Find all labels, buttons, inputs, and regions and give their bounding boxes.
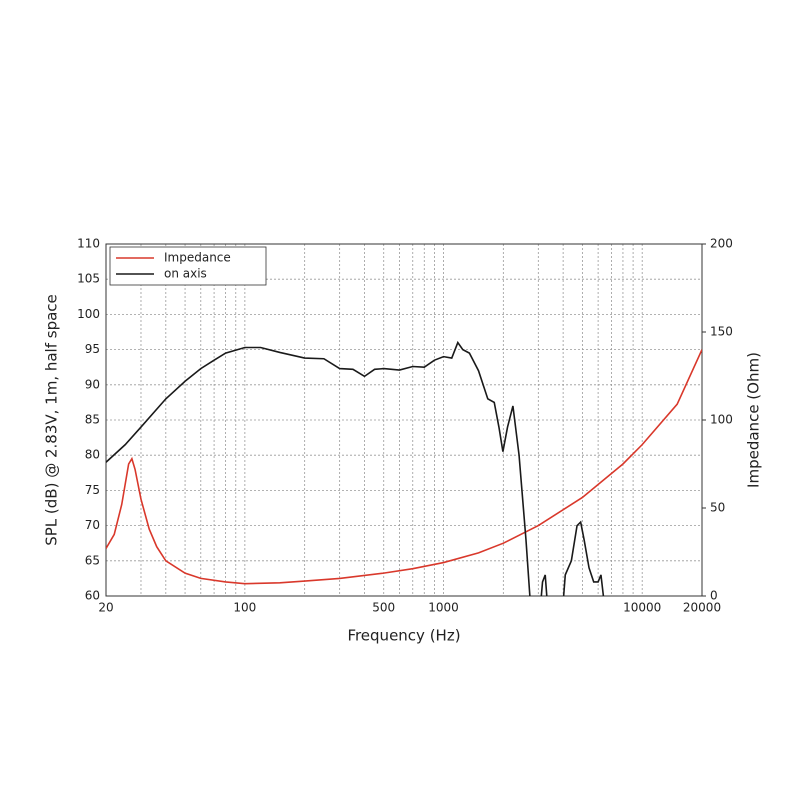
x-tick-label: 20 — [98, 601, 113, 615]
y2-axis-label: Impedance (Ohm) — [745, 352, 763, 488]
y2-tick-label: 100 — [710, 413, 733, 427]
y-tick-label: 85 — [85, 413, 100, 427]
y2-tick-label: 200 — [710, 237, 733, 251]
series-line — [106, 349, 702, 585]
x-tick-label: 500 — [372, 601, 395, 615]
x-axis-label: Frequency (Hz) — [347, 627, 460, 645]
y-tick-label: 90 — [85, 377, 100, 391]
y-tick-label: 105 — [77, 272, 100, 286]
legend-box — [109, 246, 267, 286]
y-tick-label: 60 — [85, 589, 100, 603]
y-tick-label: 75 — [85, 483, 100, 497]
x-tick-label: 1000 — [428, 601, 459, 615]
x-tick-label: 100 — [233, 601, 256, 615]
y-tick-label: 65 — [85, 553, 100, 567]
y-tick-label: 110 — [77, 237, 100, 251]
y-tick-label: 95 — [85, 342, 100, 356]
legend-label: on axis — [164, 267, 207, 281]
y-tick-label: 100 — [77, 307, 100, 321]
x-tick-label: 20000 — [683, 601, 721, 615]
legend-label: Impedance — [164, 251, 231, 265]
y-tick-label: 70 — [85, 518, 100, 532]
y2-tick-label: 0 — [710, 589, 718, 603]
y-tick-label: 80 — [85, 448, 100, 462]
series-line — [106, 340, 605, 596]
y2-tick-label: 50 — [710, 501, 725, 515]
y2-tick-label: 150 — [710, 325, 733, 339]
x-tick-label: 10000 — [623, 601, 661, 615]
y-axis-label: SPL (dB) @ 2.83V, 1m, half space — [43, 294, 61, 546]
